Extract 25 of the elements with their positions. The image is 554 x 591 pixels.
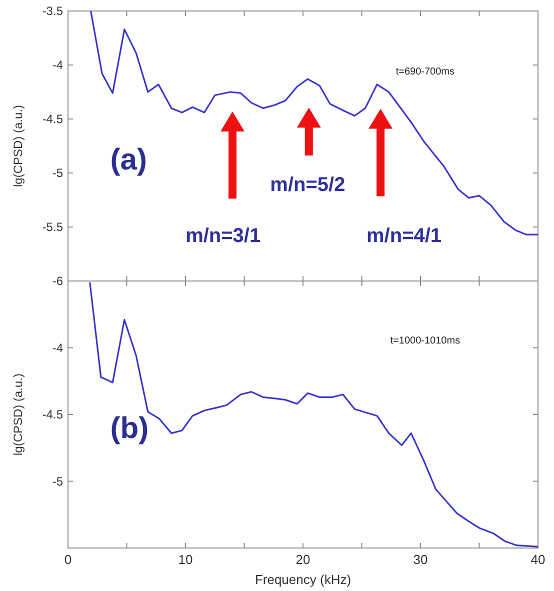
y-tick-label: -3.5 [42, 4, 64, 18]
y-axis-title: lg(CPSD) (a.u.) [11, 104, 25, 188]
annotation: m/n=4/1 [366, 225, 442, 248]
y-tick-label: -4 [52, 58, 64, 72]
y-tick-label: -5 [52, 474, 64, 488]
annotation: (a) [110, 144, 147, 176]
x-tick-label: 40 [530, 552, 546, 567]
x-tick-label: 10 [178, 552, 193, 567]
y-tick-label: -6 [52, 274, 64, 288]
y-axis-title: lg(CPSD) (a.u.) [11, 373, 25, 456]
y-tick-label: -4.5 [42, 408, 64, 422]
annotation: t=690-700ms [396, 66, 455, 78]
y-tick-label: -5.5 [42, 220, 64, 234]
x-axis-title: Frequency (kHz) [254, 572, 352, 587]
y-tick-label: -4 [52, 340, 64, 355]
line-series [89, 282, 539, 548]
x-tick-label: 0 [64, 552, 72, 567]
y-tick-label: -4.5 [42, 112, 64, 126]
y-tick-label: -5 [52, 166, 64, 180]
annotation: (b) [110, 412, 149, 445]
annotation: m/n=5/2 [270, 174, 346, 196]
x-tick-label: 30 [413, 552, 428, 567]
annotation: t=1000-1010ms [390, 336, 460, 347]
x-tick-label: 20 [296, 552, 310, 567]
annotation: m/n=3/1 [186, 225, 261, 248]
